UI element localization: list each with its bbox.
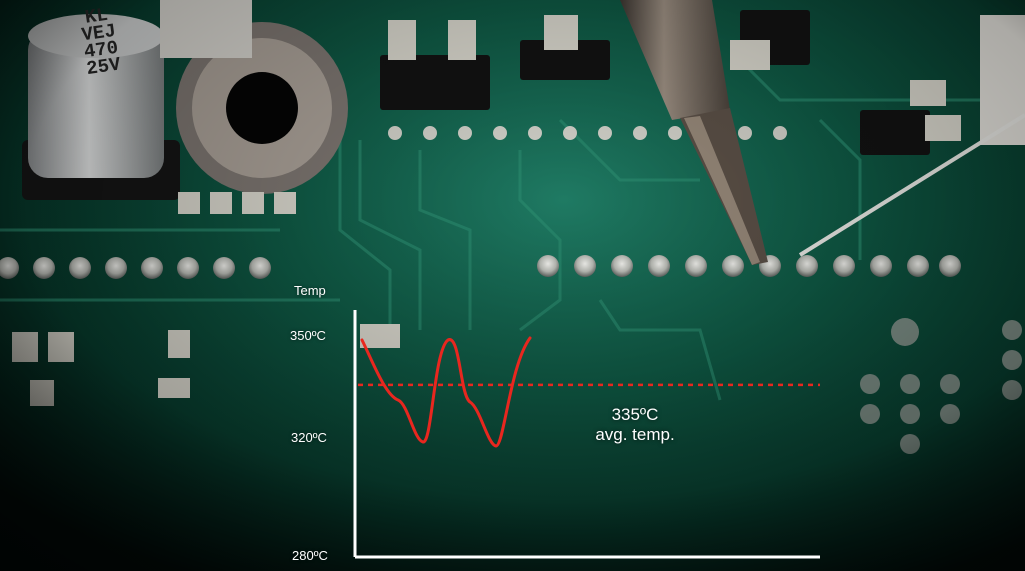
- avg-temp-annotation: 335ºC avg. temp.: [565, 405, 705, 446]
- y-axis-title: Temp: [294, 283, 326, 298]
- avg-temp-caption: avg. temp.: [595, 425, 675, 445]
- temperature-curve: [360, 336, 532, 448]
- capacitor-marking: KL VEJ 470 25V: [56, 3, 145, 81]
- tick-label-350: 350ºC: [290, 328, 326, 343]
- tick-label-320: 320ºC: [291, 430, 327, 445]
- avg-temp-value: 335ºC: [611, 405, 659, 424]
- tick-label-280: 280ºC: [292, 548, 328, 563]
